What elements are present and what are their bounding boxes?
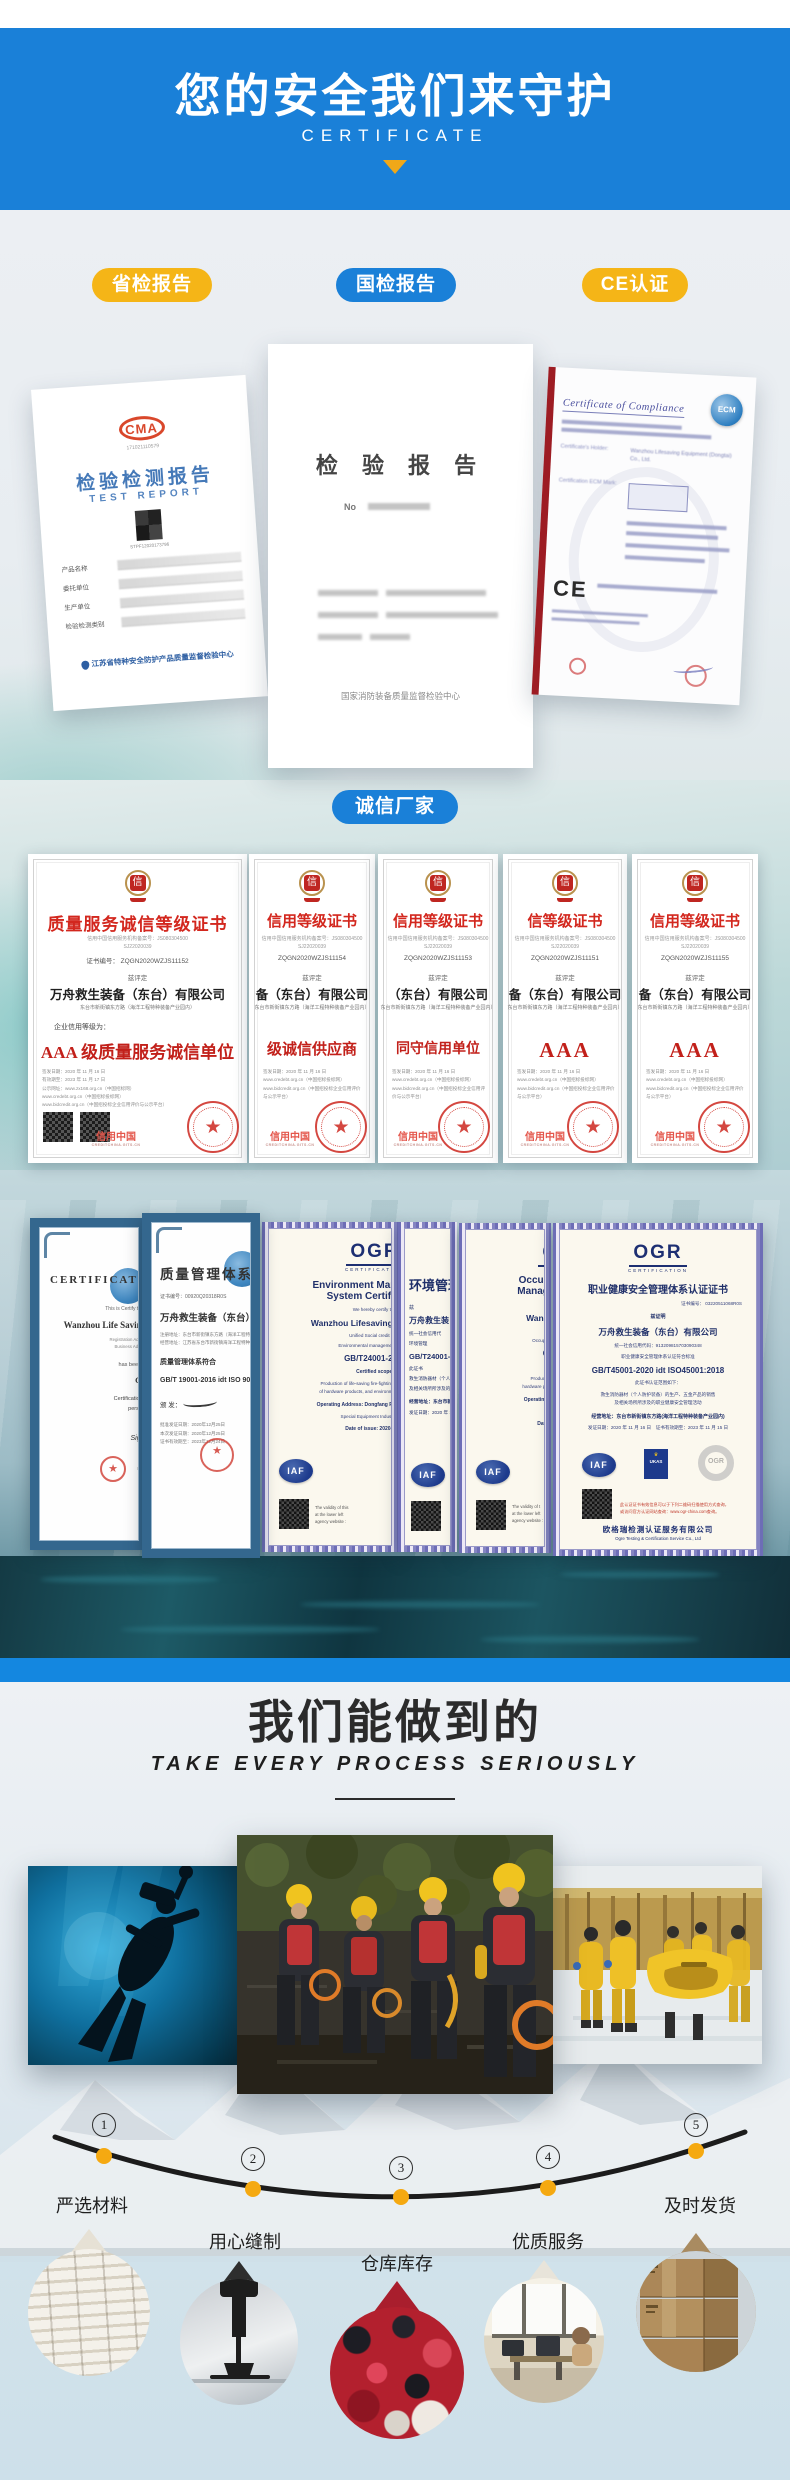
iso14001-certificate-chinese-sliver: 环境管理 兹 万舟救生装 统一社会信用代 环境管理 GB/T24001-20 此… [398, 1222, 457, 1552]
iso45001-certificate-english: OGR Occupational HealthManagement System… [459, 1223, 551, 1553]
down-arrow-icon [383, 160, 407, 174]
corner-flourish-icon [156, 1227, 182, 1253]
signature [182, 1397, 218, 1409]
drop-photo-boxes [636, 2233, 756, 2372]
provincial-test-report: CMA 171021110579 检验检测报告 TEST REPORT STPF… [31, 374, 268, 712]
qr-code-icon [279, 1499, 309, 1529]
ukas-logo-icon: ♛ UKAS [644, 1449, 668, 1479]
ce-certificate: Certificate of Compliance ECM Certificat… [531, 366, 757, 706]
step-label-delivery: 及时发货 [664, 2196, 736, 2216]
iaf-logo-icon: IAF [582, 1453, 616, 1477]
star-seal-icon: ★ [315, 1101, 367, 1153]
corner-flourish-icon [44, 1232, 70, 1258]
drop-photo-materials [28, 2229, 150, 2376]
drop-photo-lifejackets [330, 2281, 464, 2439]
qr-code-icon [411, 1501, 441, 1531]
iaf-logo-icon: IAF [279, 1459, 313, 1483]
tag-trust-factory: 诚信厂家 [332, 790, 458, 824]
ce-mark-icon: CE [552, 575, 589, 603]
qr-code-icon [80, 1112, 110, 1142]
step-label-materials: 严选材料 [56, 2196, 128, 2216]
credit-certificate-4: 信 信等级证书 信用中国信用服务机构备案号：JS080304500 SJ22020… [503, 854, 627, 1163]
star-seal-icon: ★ [567, 1101, 619, 1153]
banner-background [0, 28, 790, 210]
signature [672, 663, 714, 675]
cma-logo-icon: CMA [117, 414, 166, 442]
certificate-title: Certificate of Compliance [562, 397, 685, 418]
step-number-3: 3 [389, 2156, 413, 2180]
qr-code-icon [582, 1489, 612, 1519]
report-title: 检 验 报 告 [315, 453, 486, 478]
step-label-warehouse: 仓库库存 [361, 2254, 433, 2274]
step-number-4: 4 [536, 2145, 560, 2169]
star-seal-icon: ★ [698, 1101, 750, 1153]
blue-seal-icon [224, 1251, 250, 1287]
iaf-logo-icon: IAF [476, 1460, 510, 1484]
drop-photo-office [484, 2260, 604, 2403]
red-seal-icon [200, 1438, 234, 1472]
blue-divider-strip [0, 1658, 790, 1682]
photo-rescue-team [237, 1835, 553, 2094]
issuer-name: 国家消防装备质量监督检验中心 [340, 691, 460, 701]
credit-seal-icon: 信 [124, 870, 151, 896]
process-arc [52, 2129, 748, 2205]
qr-code-icon [43, 1112, 73, 1142]
credit-certificate-5: 信 信用等级证书 信用中国信用服务机构备案号：JS080304500 SJ2202… [632, 854, 758, 1163]
credit-seal-icon: 信 [299, 870, 325, 896]
issuer-name: 江苏省特种安全防护产品质量监督检验中心 [50, 646, 265, 672]
blue-seal-icon [110, 1268, 138, 1304]
shield-icon [81, 660, 90, 670]
star-seal-icon: ★ [438, 1101, 490, 1153]
iso9001-certificate-english: CERTIFICATE OF MANAGEMENT SYSTEM This is… [30, 1218, 148, 1550]
iso9001-certificate-chinese: 质量管理体系认证证书 证书编号：00920Q20318R0S 万舟救生装备（东台… [142, 1213, 260, 1558]
red-seal-icon [100, 1456, 126, 1482]
ecm-logo-icon: ECM [709, 393, 744, 427]
step-number-2: 2 [241, 2147, 265, 2171]
qr-code-icon [134, 509, 163, 541]
photo-snow-rescue [553, 1866, 762, 2064]
page-title: 您的安全我们来守护 [174, 70, 616, 122]
dark-ocean-band [0, 1556, 790, 1658]
credit-seal-icon: 信 [552, 870, 578, 896]
credit-seal-icon: 信 [682, 870, 708, 896]
credit-certificate-1: 信 质量服务诚信等级证书 信用中国信用服务机构备案号：JS080304500 SJ… [28, 854, 247, 1163]
step-label-sewing: 用心缝制 [209, 2232, 281, 2252]
drop-photo-sewing [180, 2261, 298, 2405]
national-inspection-report: 检 验 报 告 No 国家消防装备质量监督检验中心 [268, 344, 533, 768]
ogr-logo-icon: OGR [472, 1242, 544, 1267]
capability-subtitle: TAKE EVERY PROCESS SERIOUSLY [150, 1753, 640, 1775]
step-label-service: 优质服务 [512, 2232, 584, 2252]
credit-seal-icon: 信 [425, 870, 451, 896]
iso45001-certificate-chinese: OGR CERTIFICATION 职业健康安全管理体系认证证书 证书编号： 03… [553, 1223, 763, 1556]
report-fields: 产品名称 委托单位 生产单位 检验检测类别 [61, 551, 246, 640]
tag-national-report: 国检报告 [336, 268, 456, 302]
divider-line [335, 1798, 455, 1800]
tag-provincial-report: 省检报告 [92, 268, 212, 302]
credit-certificate-2: 信 信用等级证书 信用中国信用服务机构备案号：JS080304500 SJ2202… [249, 854, 375, 1163]
credit-certificate-3: 信 信用等级证书 信用中国信用服务机构备案号：JS080304500 SJ2202… [378, 854, 498, 1163]
page-subtitle: CERTIFICATE [301, 126, 489, 145]
capability-title: 我们能做到的 [248, 1696, 542, 1748]
star-seal-icon: ★ [187, 1101, 239, 1153]
photo-diver [28, 1866, 237, 2065]
red-seal-icon [568, 657, 587, 676]
iaf-logo-icon: IAF [411, 1463, 445, 1487]
certification-seal-icon: OGR [698, 1445, 734, 1481]
step-number-1: 1 [92, 2113, 116, 2137]
qr-code-icon [476, 1500, 506, 1530]
step-number-5: 5 [684, 2113, 708, 2137]
tag-ce-certification: CE认证 [582, 268, 688, 302]
blurred-number [368, 503, 430, 510]
